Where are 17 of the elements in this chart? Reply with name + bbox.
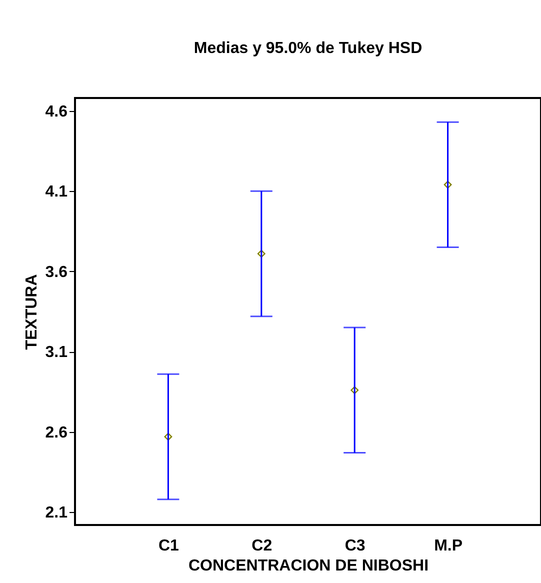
x-tick-label: C1 [158, 538, 180, 554]
point [257, 250, 266, 258]
x-tick-label: C2 [252, 538, 272, 554]
point [444, 180, 452, 189]
y-tick-label: 4.6 [45, 103, 68, 120]
chart-title: Medias y 95.0% de Tukey HSD [194, 40, 422, 57]
point [350, 386, 359, 394]
x-tick-label: M.P [434, 538, 463, 554]
y-tick-label: 3.6 [45, 264, 68, 281]
y-tick-label: 2.1 [45, 504, 68, 522]
y-tick-label: 4.1 [45, 184, 68, 201]
y-tick-label: 3.1 [45, 344, 68, 362]
x-tick-label: C3 [344, 538, 366, 554]
y-tick-label: 2.6 [45, 424, 68, 442]
x-axis-title: CONCENTRACION DE NIBOSHI [188, 558, 429, 574]
point [164, 432, 172, 441]
y-axis-title: TEXTURA [23, 274, 40, 350]
